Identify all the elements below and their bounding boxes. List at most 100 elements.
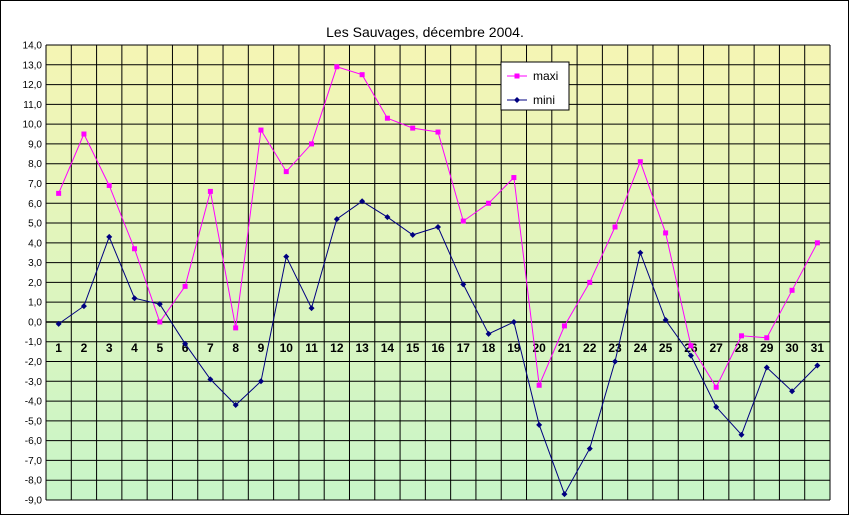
data-point xyxy=(80,303,87,310)
legend: maxi mini xyxy=(500,61,570,111)
data-point xyxy=(156,301,163,308)
data-point xyxy=(409,231,416,238)
data-point xyxy=(106,233,113,240)
y-tick-label: -4,0 xyxy=(25,397,43,408)
y-tick-label: 0,0 xyxy=(28,317,42,328)
legend-marker-mini xyxy=(514,97,520,103)
x-tick-label: 27 xyxy=(710,341,724,355)
data-point xyxy=(207,376,214,383)
x-tick-label: 12 xyxy=(330,341,344,355)
x-tick-label: 15 xyxy=(406,341,420,355)
y-tick-label: 5,0 xyxy=(28,219,42,230)
data-point xyxy=(586,445,593,452)
legend-label-maxi: maxi xyxy=(533,69,558,83)
data-point xyxy=(460,281,467,288)
y-tick-label: 6,0 xyxy=(28,199,42,210)
data-point xyxy=(258,127,264,133)
y-tick-label: 4,0 xyxy=(28,238,42,249)
data-point xyxy=(207,188,213,194)
y-tick-label: -7,0 xyxy=(25,456,43,467)
data-point xyxy=(561,491,568,498)
x-tick-label: 3 xyxy=(106,341,113,355)
data-point xyxy=(738,333,744,339)
x-tick-label: 6 xyxy=(182,341,189,355)
y-tick-label: 14,0 xyxy=(23,41,43,52)
data-point xyxy=(687,352,694,359)
data-point xyxy=(283,169,289,175)
data-point xyxy=(182,340,189,347)
x-tick-label: 14 xyxy=(381,341,395,355)
x-tick-label: 28 xyxy=(735,341,749,355)
x-tick-label: 18 xyxy=(482,341,496,355)
chart-title: Les Sauvages, décembre 2004. xyxy=(326,24,524,40)
data-point xyxy=(359,198,366,205)
data-point xyxy=(789,287,795,293)
x-tick-label: 30 xyxy=(785,341,799,355)
x-tick-label: 5 xyxy=(156,341,163,355)
data-point xyxy=(334,64,340,70)
y-tick-label: 13,0 xyxy=(23,60,43,71)
y-tick-label: 8,0 xyxy=(28,159,42,170)
y-tick-label: -9,0 xyxy=(25,496,43,507)
x-tick-label: 7 xyxy=(207,341,214,355)
x-tick-label: 29 xyxy=(760,341,774,355)
y-tick-label: -1,0 xyxy=(25,337,43,348)
data-point xyxy=(814,240,820,246)
y-tick-label: 12,0 xyxy=(23,80,43,91)
y-tick-label: -5,0 xyxy=(25,416,43,427)
data-point xyxy=(257,378,264,385)
x-tick-label: 20 xyxy=(532,341,546,355)
data-point xyxy=(637,249,644,256)
data-point xyxy=(106,182,112,188)
data-point xyxy=(713,404,720,411)
y-tick-label: 10,0 xyxy=(23,120,43,131)
data-point xyxy=(233,325,239,331)
data-point xyxy=(359,72,365,78)
data-point xyxy=(384,214,391,221)
x-tick-label: 16 xyxy=(431,341,445,355)
data-point xyxy=(56,190,62,196)
data-point xyxy=(485,330,492,337)
y-tick-label: 3,0 xyxy=(28,258,42,269)
legend-marker-maxi xyxy=(514,73,520,79)
data-point xyxy=(182,283,188,289)
x-tick-label: 17 xyxy=(457,341,471,355)
data-point xyxy=(435,129,441,135)
x-tick-label: 11 xyxy=(305,341,318,355)
data-point xyxy=(713,384,719,390)
y-tick-label: 7,0 xyxy=(28,179,42,190)
data-point xyxy=(663,230,669,236)
y-tick-label: -2,0 xyxy=(25,357,43,368)
data-point xyxy=(410,125,416,131)
x-tick-label: 13 xyxy=(355,341,369,355)
y-tick-label: 9,0 xyxy=(28,139,42,150)
x-tick-label: 21 xyxy=(558,341,572,355)
data-point xyxy=(81,131,87,137)
y-tick-label: 11,0 xyxy=(23,100,42,111)
x-tick-label: 8 xyxy=(232,341,239,355)
data-point xyxy=(789,388,796,395)
series-maxi xyxy=(56,64,820,390)
x-tick-label: 25 xyxy=(659,341,673,355)
data-point xyxy=(561,323,567,329)
data-point xyxy=(283,253,290,260)
x-tick-label: 19 xyxy=(507,341,521,355)
data-point xyxy=(460,218,466,224)
y-tick-label: 2,0 xyxy=(28,278,42,289)
data-point xyxy=(511,175,517,181)
legend-label-mini: mini xyxy=(533,93,555,107)
data-point xyxy=(309,141,315,147)
x-tick-label: 31 xyxy=(811,341,825,355)
x-tick-label: 24 xyxy=(634,341,648,355)
data-point xyxy=(612,358,619,365)
data-point xyxy=(435,224,441,230)
data-point xyxy=(637,159,643,165)
y-tick-label: -3,0 xyxy=(25,377,43,388)
data-point xyxy=(738,431,745,438)
data-point xyxy=(536,382,542,388)
x-tick-label: 22 xyxy=(583,341,597,355)
data-point xyxy=(587,279,593,285)
data-point xyxy=(384,115,390,121)
series-mini xyxy=(55,198,821,498)
